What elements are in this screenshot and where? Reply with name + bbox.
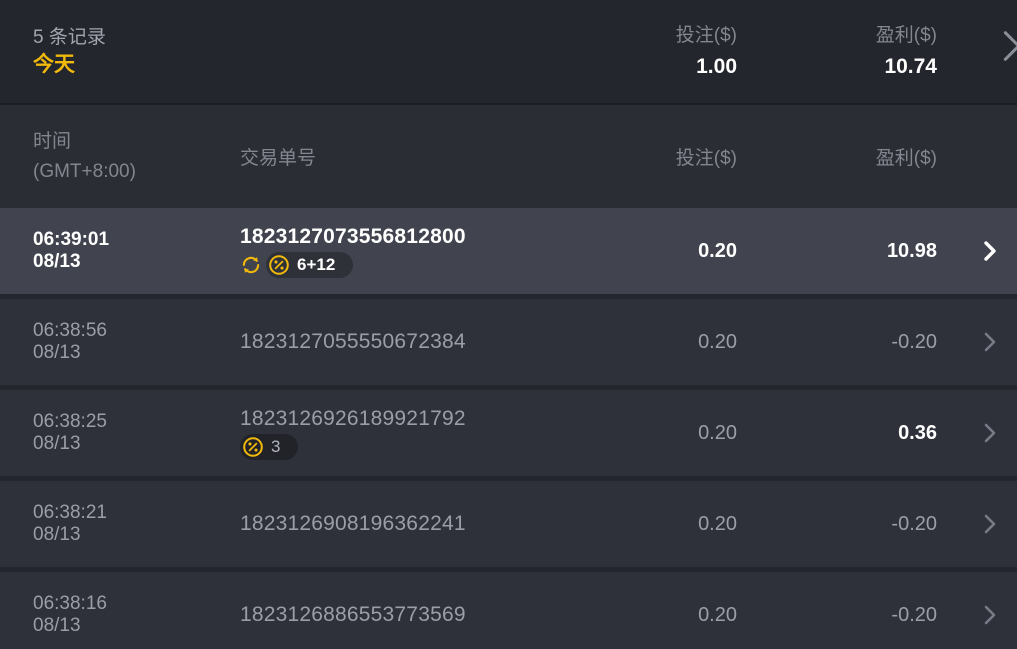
badge-line: 3 [240,433,607,460]
percent-icon [269,254,289,275]
table-row[interactable]: 06:39:01 08/13 1823127073556812800 [0,208,1017,294]
column-header-order: 交易单号 [240,148,317,169]
row-profit: -0.20 [891,330,937,353]
order-id: 1823127073556812800 [240,224,466,248]
row-time: 06:38:56 08/13 [33,320,107,363]
row-time: 06:39:01 08/13 [33,229,110,272]
row-order: 1823126926189921792 3 [240,407,607,460]
table-row[interactable]: 06:38:21 08/13 1823126908196362241 0.20 … [0,481,1017,567]
row-order: 1823127055550672384 [240,330,607,354]
column-header-profit: 盈利($) [875,148,937,169]
chevron-right-icon [984,332,996,352]
summary-left: 5 条记录 今天 [33,25,607,79]
badge-pill-label: 6+12 [297,254,336,274]
row-bet: 0.20 [698,421,737,444]
order-id: 1823126908196362241 [240,512,466,535]
row-order: 1823126886553773569 [240,603,607,627]
records-count: 5 条记录 [33,26,106,48]
table-row[interactable]: 06:38:56 08/13 1823127055550672384 0.20 … [0,299,1017,385]
summary-profit-value: 10.74 [884,54,937,78]
refresh-icon [242,256,260,273]
chevron-right-icon [984,423,996,443]
summary-bet-label: 投注($) [675,24,737,46]
summary-profit-label: 盈利($) [875,24,937,46]
summary-bet-stat: 投注($) 1.00 [607,23,737,81]
chevron-right-icon[interactable] [992,26,1017,66]
row-chevron[interactable] [937,330,1017,354]
summary-bar: 5 条记录 今天 投注($) 1.00 盈利($) 10.74 [0,0,1017,105]
badge-line: 6+12 [240,251,607,278]
row-bet: 0.20 [698,603,737,626]
row-order: 1823127073556812800 [240,225,607,278]
row-chevron[interactable] [937,603,1017,627]
summary-profit-stat: 盈利($) 10.74 [737,23,937,81]
row-time: 06:38:21 08/13 [33,502,107,545]
row-bet: 0.20 [698,330,737,353]
badge-pill: 3 [240,433,299,460]
percent-icon [243,436,263,457]
summary-bet-value: 1.00 [696,54,737,78]
row-bet: 0.20 [698,239,737,262]
table-header: 时间 (GMT+8:00) 交易单号 投注($) 盈利($) [0,105,1017,208]
row-profit: -0.20 [891,512,937,535]
order-id: 1823127055550672384 [240,330,466,353]
chevron-right-icon [984,514,996,534]
row-profit: -0.20 [891,603,937,626]
row-chevron[interactable] [937,421,1017,445]
badge-pill: 6+12 [266,251,354,278]
row-order: 1823126908196362241 [240,512,607,536]
records-list: 06:39:01 08/13 1823127073556812800 [0,208,1017,649]
row-time: 06:38:25 08/13 [33,411,107,454]
row-profit: 10.98 [886,239,937,262]
row-profit: 0.36 [898,421,937,444]
row-chevron[interactable] [937,512,1017,536]
order-id: 1823126886553773569 [240,603,466,626]
table-row[interactable]: 06:38:16 08/13 1823126886553773569 0.20 … [0,572,1017,649]
column-header-time: 时间 (GMT+8:00) [33,130,136,182]
badge-pill-label: 3 [271,436,281,456]
row-bet: 0.20 [698,512,737,535]
order-id: 1823126926189921792 [240,406,466,430]
period-today[interactable]: 今天 [33,52,75,76]
chevron-right-icon [984,605,996,625]
column-header-bet: 投注($) [675,148,737,169]
table-row[interactable]: 06:38:25 08/13 1823126926189921792 3 0.2… [0,390,1017,476]
row-chevron[interactable] [937,239,1017,263]
chevron-right-icon [984,241,996,261]
row-time: 06:38:16 08/13 [33,593,107,636]
